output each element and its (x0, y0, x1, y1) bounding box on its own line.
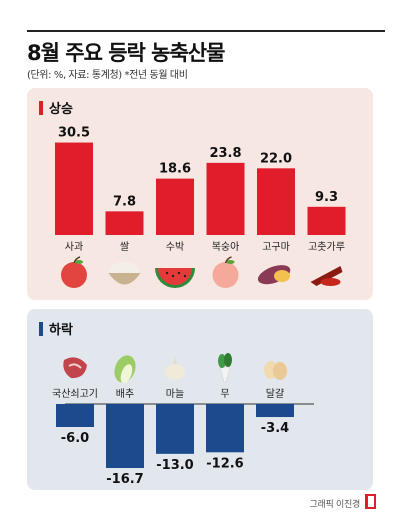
value-label-사과: 30.5 (58, 126, 90, 141)
peach-icon-stem (224, 256, 232, 264)
category-label-배추: 배추 (116, 388, 134, 400)
beef-icon (63, 357, 87, 379)
peach-icon-leaf (226, 260, 235, 264)
garlic-icon-tip (173, 357, 177, 364)
bar-국산쇠고기 (56, 404, 94, 427)
radish-icon-leaf (218, 354, 226, 368)
radish-icon-leaf (224, 353, 232, 367)
bar-고춧가루 (307, 206, 346, 235)
category-label-무: 무 (220, 389, 229, 400)
bar-무 (206, 404, 244, 453)
value-label-고구마: 22.0 (260, 151, 292, 166)
category-label-달걀: 달걀 (266, 387, 284, 400)
beef-icon-marbling (68, 363, 82, 369)
category-label-쌀: 쌀 (120, 241, 129, 253)
fall-marker (39, 322, 43, 336)
rise-title: 상승 (49, 102, 73, 117)
value-label-무: -12.6 (206, 456, 243, 471)
rise-marker (39, 101, 43, 115)
fall-chart: -6.0 국산쇠고기 -16.7 배추 -13.0 마늘 -12.6 무 -3.4 달걀 (52, 353, 314, 487)
cabbage-icon (114, 355, 136, 384)
value-label-고춧가루: 9.3 (315, 190, 338, 205)
sweet-potato-icon (257, 265, 291, 285)
title-rule (27, 30, 385, 32)
value-label-수박: 18.6 (159, 162, 191, 177)
value-label-국산쇠고기: -6.0 (61, 431, 89, 446)
fall-panel-label: 하락 (39, 319, 73, 338)
category-label-고구마: 고구마 (262, 241, 290, 253)
value-label-복숭아: 23.8 (209, 146, 241, 161)
value-label-배추: -16.7 (106, 472, 143, 487)
category-label-국산쇠고기: 국산쇠고기 (52, 388, 98, 400)
bar-달걀 (256, 404, 294, 418)
rise-panel-label: 상승 (39, 98, 73, 117)
watermelon-icon-seed (183, 274, 187, 278)
rise-chart: 30.5 사과 7.8 쌀 18.6 수박 23.8 복숭아 22.0 고구마 9.3 고춧가루 (55, 126, 346, 288)
egg-icon (264, 361, 287, 380)
value-label-마늘: -13.0 (156, 458, 193, 473)
beef-icon-meat (63, 357, 87, 379)
egg-icon-egg (273, 362, 287, 380)
graphic-credit: 그래픽 이진경 (309, 500, 361, 510)
value-label-쌀: 7.8 (113, 194, 136, 209)
category-label-복숭아: 복숭아 (212, 241, 240, 253)
garlic-icon-bulb (165, 364, 185, 380)
bar-배추 (106, 404, 144, 469)
category-label-사과: 사과 (65, 241, 83, 253)
category-label-수박: 수박 (166, 241, 184, 253)
apple-icon-leaf (75, 260, 83, 264)
apple-icon-body (61, 262, 87, 288)
rice-bowl-icon-bowl (108, 273, 141, 285)
page-subtitle: (단위: %, 자료: 통계청) *전년 동월 대비 (27, 70, 188, 81)
cabbage-icon-stalk (120, 364, 133, 384)
fall-panel: 하락 -6.0 국산쇠고기 -16.7 배추 -13.0 마늘 -12.6 무 -3.4 달걀 (27, 309, 373, 490)
watermelon-icon-seed (171, 274, 175, 278)
rise-panel: 상승 30.5 사과 7.8 쌀 18.6 수박 23.8 복숭아 22.0 고구마 9.3 고춧가루 (27, 88, 373, 300)
bar-고구마 (257, 168, 295, 235)
garlic-icon (165, 357, 185, 380)
peach-icon-body (212, 262, 239, 288)
category-label-마늘: 마늘 (166, 388, 184, 400)
logo-icon (365, 494, 376, 509)
bar-수박 (156, 178, 194, 235)
value-label-달걀: -3.4 (261, 421, 289, 436)
watermelon-icon-seed (165, 271, 169, 275)
peach-icon (212, 256, 239, 288)
fall-title: 하락 (49, 323, 73, 338)
bar-복숭아 (206, 162, 245, 235)
radish-icon-root (219, 366, 231, 383)
radish-icon (218, 353, 232, 383)
apple-icon-stem (73, 256, 81, 264)
watermelon-icon (155, 268, 195, 288)
apple-icon (61, 256, 87, 288)
chili-powder-icon-scoop (310, 266, 343, 286)
watermelon-icon-seed (177, 271, 181, 275)
bar-쌀 (105, 211, 144, 235)
page-title: 8월 주요 등락 농축산물 (27, 41, 225, 65)
rice-bowl-icon (108, 262, 141, 285)
category-label-고춧가루: 고춧가루 (308, 241, 345, 253)
chili-powder-icon (310, 266, 343, 286)
sweet-potato-icon-flesh (274, 270, 290, 282)
bar-사과 (55, 142, 93, 235)
bar-마늘 (156, 404, 194, 454)
chili-powder-icon-powder (320, 278, 341, 286)
